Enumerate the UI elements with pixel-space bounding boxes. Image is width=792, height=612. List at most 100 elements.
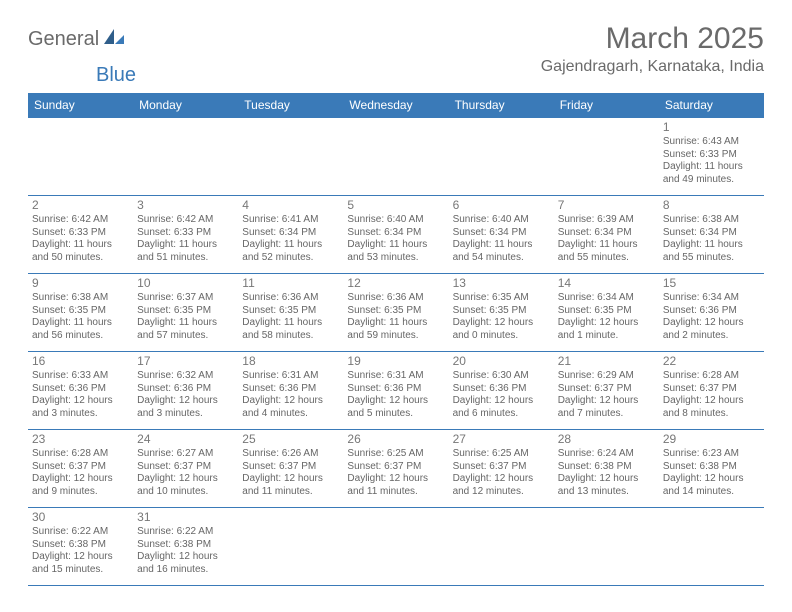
daylight-text: Daylight: 11 hours <box>242 239 339 252</box>
calendar-cell: 3Sunrise: 6:42 AMSunset: 6:33 PMDaylight… <box>133 196 238 274</box>
calendar-cell: 14Sunrise: 6:34 AMSunset: 6:35 PMDayligh… <box>554 274 659 352</box>
daylight-text: Daylight: 12 hours <box>137 551 234 564</box>
calendar-cell: 19Sunrise: 6:31 AMSunset: 6:36 PMDayligh… <box>343 352 448 430</box>
calendar-cell: 5Sunrise: 6:40 AMSunset: 6:34 PMDaylight… <box>343 196 448 274</box>
sunrise-text: Sunrise: 6:22 AM <box>137 526 234 539</box>
calendar-row: 23Sunrise: 6:28 AMSunset: 6:37 PMDayligh… <box>28 430 764 508</box>
calendar-cell: 13Sunrise: 6:35 AMSunset: 6:35 PMDayligh… <box>449 274 554 352</box>
sunset-text: Sunset: 6:34 PM <box>663 227 760 240</box>
sunset-text: Sunset: 6:36 PM <box>137 383 234 396</box>
calendar-cell: 21Sunrise: 6:29 AMSunset: 6:37 PMDayligh… <box>554 352 659 430</box>
daylight-text: Daylight: 12 hours <box>453 317 550 330</box>
calendar-cell: 31Sunrise: 6:22 AMSunset: 6:38 PMDayligh… <box>133 508 238 586</box>
calendar-cell: 9Sunrise: 6:38 AMSunset: 6:35 PMDaylight… <box>28 274 133 352</box>
daylight-text: and 12 minutes. <box>453 486 550 499</box>
calendar-cell <box>133 118 238 196</box>
sunrise-text: Sunrise: 6:28 AM <box>32 448 129 461</box>
calendar-cell: 26Sunrise: 6:25 AMSunset: 6:37 PMDayligh… <box>343 430 448 508</box>
sunset-text: Sunset: 6:34 PM <box>242 227 339 240</box>
weekday-header: Sunday <box>28 93 133 118</box>
day-number: 3 <box>137 198 234 213</box>
daylight-text: Daylight: 11 hours <box>453 239 550 252</box>
calendar-cell <box>238 508 343 586</box>
day-number: 8 <box>663 198 760 213</box>
day-number: 1 <box>663 120 760 135</box>
daylight-text: Daylight: 12 hours <box>663 473 760 486</box>
calendar-cell: 29Sunrise: 6:23 AMSunset: 6:38 PMDayligh… <box>659 430 764 508</box>
daylight-text: and 6 minutes. <box>453 408 550 421</box>
daylight-text: Daylight: 11 hours <box>558 239 655 252</box>
calendar-cell: 11Sunrise: 6:36 AMSunset: 6:35 PMDayligh… <box>238 274 343 352</box>
sunset-text: Sunset: 6:33 PM <box>137 227 234 240</box>
sunrise-text: Sunrise: 6:36 AM <box>242 292 339 305</box>
daylight-text: Daylight: 11 hours <box>32 317 129 330</box>
calendar-cell: 22Sunrise: 6:28 AMSunset: 6:37 PMDayligh… <box>659 352 764 430</box>
daylight-text: and 16 minutes. <box>137 564 234 577</box>
sunset-text: Sunset: 6:33 PM <box>32 227 129 240</box>
daylight-text: Daylight: 12 hours <box>137 395 234 408</box>
calendar-row: 16Sunrise: 6:33 AMSunset: 6:36 PMDayligh… <box>28 352 764 430</box>
daylight-text: Daylight: 12 hours <box>558 473 655 486</box>
calendar-row: 2Sunrise: 6:42 AMSunset: 6:33 PMDaylight… <box>28 196 764 274</box>
daylight-text: and 52 minutes. <box>242 252 339 265</box>
weekday-header: Friday <box>554 93 659 118</box>
daylight-text: and 58 minutes. <box>242 330 339 343</box>
daylight-text: Daylight: 12 hours <box>453 395 550 408</box>
daylight-text: Daylight: 12 hours <box>453 473 550 486</box>
sunrise-text: Sunrise: 6:42 AM <box>137 214 234 227</box>
sunrise-text: Sunrise: 6:40 AM <box>347 214 444 227</box>
sunset-text: Sunset: 6:37 PM <box>453 461 550 474</box>
day-number: 2 <box>32 198 129 213</box>
sunrise-text: Sunrise: 6:27 AM <box>137 448 234 461</box>
sunset-text: Sunset: 6:36 PM <box>453 383 550 396</box>
calendar-table: Sunday Monday Tuesday Wednesday Thursday… <box>28 93 764 586</box>
calendar-cell: 25Sunrise: 6:26 AMSunset: 6:37 PMDayligh… <box>238 430 343 508</box>
sunrise-text: Sunrise: 6:31 AM <box>347 370 444 383</box>
daylight-text: Daylight: 11 hours <box>137 239 234 252</box>
calendar-row: 30Sunrise: 6:22 AMSunset: 6:38 PMDayligh… <box>28 508 764 586</box>
sunset-text: Sunset: 6:35 PM <box>453 305 550 318</box>
daylight-text: and 51 minutes. <box>137 252 234 265</box>
daylight-text: Daylight: 12 hours <box>32 551 129 564</box>
daylight-text: and 56 minutes. <box>32 330 129 343</box>
sunrise-text: Sunrise: 6:29 AM <box>558 370 655 383</box>
sunrise-text: Sunrise: 6:34 AM <box>558 292 655 305</box>
daylight-text: Daylight: 11 hours <box>137 317 234 330</box>
sunrise-text: Sunrise: 6:33 AM <box>32 370 129 383</box>
calendar-cell: 30Sunrise: 6:22 AMSunset: 6:38 PMDayligh… <box>28 508 133 586</box>
sunrise-text: Sunrise: 6:40 AM <box>453 214 550 227</box>
daylight-text: Daylight: 11 hours <box>663 161 760 174</box>
day-number: 4 <box>242 198 339 213</box>
sunrise-text: Sunrise: 6:22 AM <box>32 526 129 539</box>
calendar-cell: 17Sunrise: 6:32 AMSunset: 6:36 PMDayligh… <box>133 352 238 430</box>
calendar-cell: 6Sunrise: 6:40 AMSunset: 6:34 PMDaylight… <box>449 196 554 274</box>
sunrise-text: Sunrise: 6:37 AM <box>137 292 234 305</box>
calendar-cell: 23Sunrise: 6:28 AMSunset: 6:37 PMDayligh… <box>28 430 133 508</box>
weekday-header: Tuesday <box>238 93 343 118</box>
calendar-cell: 20Sunrise: 6:30 AMSunset: 6:36 PMDayligh… <box>449 352 554 430</box>
calendar-cell: 18Sunrise: 6:31 AMSunset: 6:36 PMDayligh… <box>238 352 343 430</box>
day-number: 27 <box>453 432 550 447</box>
day-number: 22 <box>663 354 760 369</box>
sunrise-text: Sunrise: 6:25 AM <box>347 448 444 461</box>
daylight-text: Daylight: 11 hours <box>347 239 444 252</box>
sunrise-text: Sunrise: 6:35 AM <box>453 292 550 305</box>
calendar-cell <box>449 508 554 586</box>
day-number: 28 <box>558 432 655 447</box>
calendar-cell <box>659 508 764 586</box>
daylight-text: and 2 minutes. <box>663 330 760 343</box>
weekday-header: Monday <box>133 93 238 118</box>
daylight-text: and 50 minutes. <box>32 252 129 265</box>
daylight-text: and 9 minutes. <box>32 486 129 499</box>
sunrise-text: Sunrise: 6:42 AM <box>32 214 129 227</box>
day-number: 9 <box>32 276 129 291</box>
day-number: 31 <box>137 510 234 525</box>
calendar-cell <box>554 508 659 586</box>
day-number: 7 <box>558 198 655 213</box>
calendar-cell: 12Sunrise: 6:36 AMSunset: 6:35 PMDayligh… <box>343 274 448 352</box>
calendar-cell: 1Sunrise: 6:43 AMSunset: 6:33 PMDaylight… <box>659 118 764 196</box>
sunset-text: Sunset: 6:37 PM <box>663 383 760 396</box>
day-number: 25 <box>242 432 339 447</box>
calendar-cell: 10Sunrise: 6:37 AMSunset: 6:35 PMDayligh… <box>133 274 238 352</box>
sunset-text: Sunset: 6:33 PM <box>663 149 760 162</box>
